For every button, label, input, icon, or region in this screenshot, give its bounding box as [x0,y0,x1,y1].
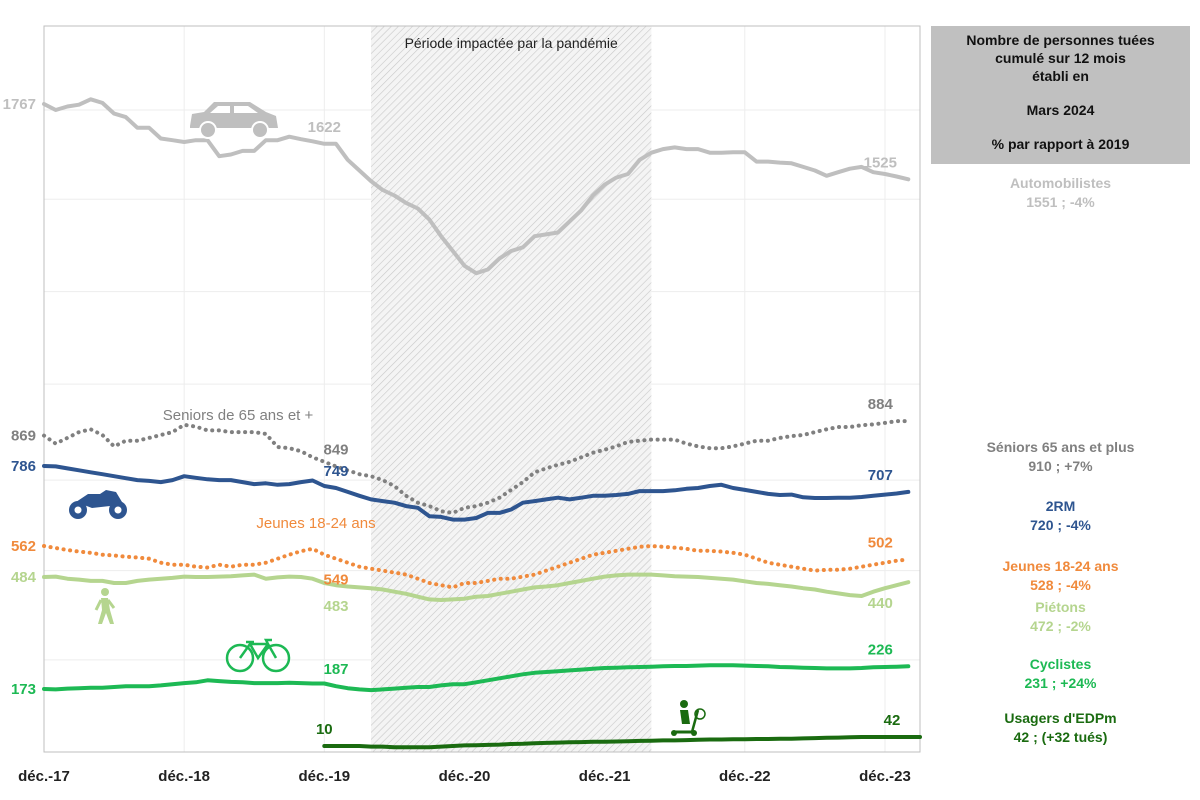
series-line-pietons [42,572,911,602]
info-box-line3: établi en [1032,68,1089,84]
data-label-edpm: 10 [316,721,333,738]
data-label-velo: 226 [868,641,893,658]
plot-frame [43,25,921,753]
x-tick-label: déc.-18 [158,768,210,785]
summary-2rm: 2RM 720 ; -4% [1030,498,1091,533]
info-box-line2: cumulé sur 12 mois [995,50,1126,66]
series-line-jeunes [42,544,911,590]
info-box-month: Mars 2024 [1026,102,1095,118]
x-tick-label: déc.-21 [579,768,631,785]
series-line-edpm [322,735,922,750]
data-label-moto: 786 [11,458,36,475]
series-label-seniors: Seniors de 65 ans et + [163,407,314,424]
info-box-pct-note: % par rapport à 2019 [991,136,1130,152]
bicycle-icon [225,638,291,673]
summary-seniors: Séniors 65 ans et plus 910 ; +7% [986,439,1135,474]
data-label-velo: 173 [11,681,36,698]
data-labels: 1767 1622 1525 869 849 884 786 749 707 562 549 502 4… [3,96,901,738]
series-icons [69,102,706,736]
summary-edpm: Usagers d'EDPm 42 ; (+32 tués) [1004,710,1117,745]
data-label-edpm: 42 [884,712,901,729]
data-label-jeunes: 562 [11,538,36,555]
motorcycle-icon [69,490,127,519]
data-label-pietons: 440 [868,595,893,612]
summary-jeunes: Jeunes 18-24 ans 528 ; -4% [1002,558,1119,593]
summary-automobilistes: Automobilistes 1551 ; -4% [1009,175,1112,210]
series-label-jeunes: Jeunes 18-24 ans [256,515,375,532]
x-tick-label: déc.-17 [18,768,70,785]
series-line-auto [42,97,911,276]
x-axis-ticks: déc.-17 déc.-18 déc.-19 déc.-20 déc.-21 déc.-… [18,768,911,785]
x-tick-label: déc.-22 [719,768,771,785]
info-box-line1: Nombre de personnes tuées [966,32,1155,48]
pandemic-period-band [371,26,652,752]
scooter-icon [671,700,706,736]
data-label-auto: 1622 [308,119,341,136]
series-line-moto [42,464,911,522]
data-label-seniors: 869 [11,428,36,445]
series-line-velo [42,663,911,693]
x-tick-label: déc.-20 [439,768,491,785]
data-label-jeunes: 549 [323,572,348,589]
data-label-moto: 707 [868,467,893,484]
data-label-pietons: 483 [323,598,348,615]
line-chart: Période impactée par la pandémie 1767 162… [3,25,922,785]
data-label-velo: 187 [323,661,348,678]
data-label-moto: 749 [323,463,348,480]
data-label-jeunes: 502 [868,535,893,552]
info-box: Nombre de personnes tuées cumulé sur 12 … [931,26,1190,164]
data-label-seniors: 884 [868,396,894,413]
data-label-auto: 1525 [864,154,897,171]
data-label-pietons: 484 [11,569,37,586]
data-label-auto: 1767 [3,96,36,113]
series-lines [42,97,922,750]
summary-pietons: Piétons 472 ; -2% [1030,599,1091,634]
x-tick-label: déc.-23 [859,768,911,785]
summary-cyclistes: Cyclistes 231 ; +24% [1024,656,1097,691]
pandemic-period-label: Période impactée par la pandémie [405,35,618,51]
data-label-seniors: 849 [323,441,348,458]
x-tick-label: déc.-19 [298,768,350,785]
pedestrian-icon [94,588,116,624]
car-icon [190,102,278,139]
series-line-seniors [42,419,911,515]
